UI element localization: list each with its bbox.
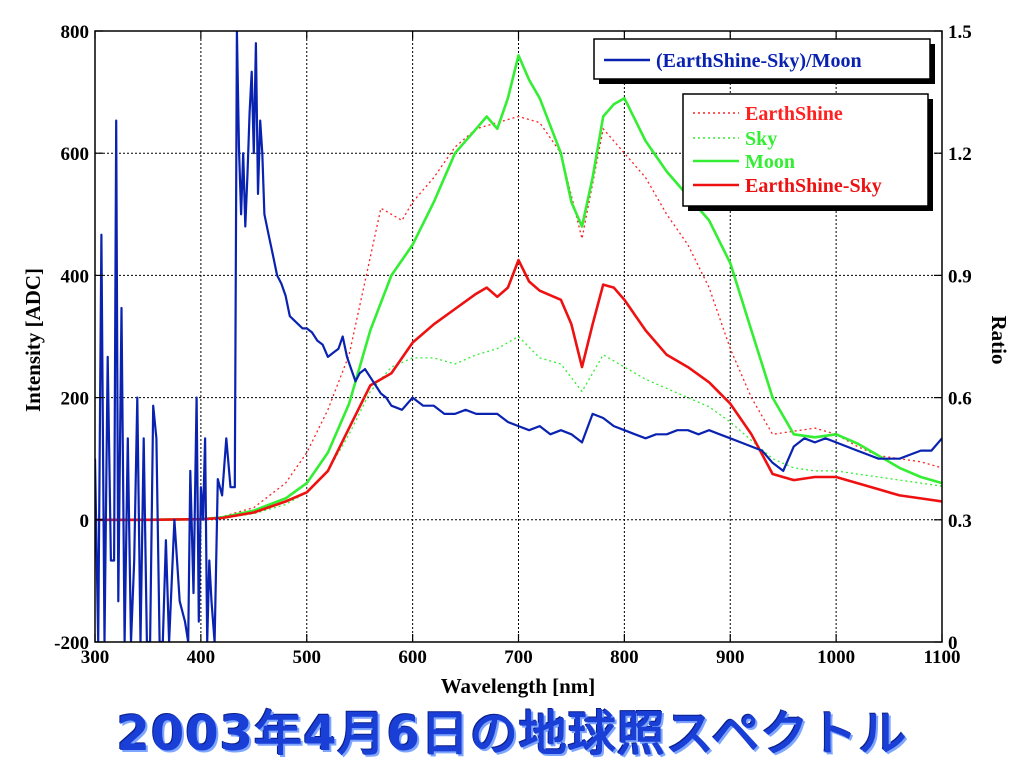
y-tick-label: 200 bbox=[61, 389, 90, 410]
legend-sky-label: Sky bbox=[745, 128, 777, 150]
x-tick-label: 700 bbox=[504, 647, 533, 668]
series-layer bbox=[95, 31, 942, 642]
x-tick-label: 800 bbox=[610, 647, 639, 668]
x-tick-label: 1000 bbox=[817, 647, 855, 668]
y2-tick-label: 0.9 bbox=[948, 266, 972, 287]
axis-ticks bbox=[94, 30, 943, 643]
x-tick-label: 600 bbox=[398, 647, 427, 668]
y-axis-label: Intensity [ADC] bbox=[21, 268, 45, 412]
y-tick-label: 800 bbox=[61, 22, 90, 43]
series-line-earthshine-sky bbox=[95, 258, 942, 522]
x-tick-label: 300 bbox=[81, 647, 110, 668]
y2-axis-label: Ratio bbox=[987, 316, 1011, 365]
legend-moon-label: Moon bbox=[745, 151, 795, 173]
x-tick-label: 1100 bbox=[924, 647, 961, 668]
x-tick-label: 400 bbox=[187, 647, 216, 668]
y2-tick-label: 0 bbox=[948, 633, 958, 654]
x-tick-label: 900 bbox=[716, 647, 745, 668]
y-tick-label: 600 bbox=[61, 144, 90, 165]
x-tick-label: 500 bbox=[293, 647, 322, 668]
legend-ratio-label: (EarthShine-Sky)/Moon bbox=[656, 50, 862, 72]
slide-caption: 2003年4月6日の地球照スペクトル bbox=[116, 706, 908, 762]
tick-labels: 300 400 500 600 700 800 900 1000 1100 -200 0 200 400… bbox=[54, 22, 972, 668]
y2-tick-label: 1.5 bbox=[948, 22, 972, 43]
series-line-earthshine-sky-moon bbox=[95, 31, 942, 642]
legend-main: EarthShine Sky Moon EarthShine-Sky bbox=[682, 93, 933, 211]
series-line-earthshine bbox=[95, 115, 942, 521]
spectrum-chart: 300 400 500 600 700 800 900 1000 1100 -200 0 200 400… bbox=[21, 22, 1011, 698]
y-tick-label: 400 bbox=[61, 266, 90, 287]
y-tick-label: 0 bbox=[80, 511, 90, 532]
legend-earthshine-sky-label: EarthShine-Sky bbox=[745, 175, 882, 197]
y2-tick-label: 0.6 bbox=[948, 389, 972, 410]
y-tick-label: -200 bbox=[54, 633, 89, 654]
y2-tick-label: 0.3 bbox=[948, 511, 972, 532]
series-line-moon bbox=[95, 54, 942, 522]
legend-ratio: (EarthShine-Sky)/Moon bbox=[593, 38, 935, 84]
x-axis-label: Wavelength [nm] bbox=[441, 674, 596, 698]
legend-earthshine-label: EarthShine bbox=[745, 103, 843, 125]
y2-tick-label: 1.2 bbox=[948, 144, 972, 165]
